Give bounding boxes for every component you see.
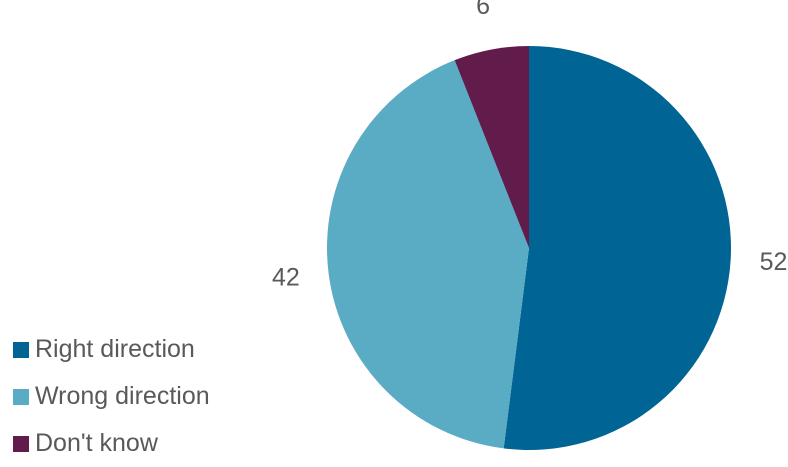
legend-item-dont-know: Don't know (13, 420, 210, 467)
data-labels: 52 42 6 (272, 0, 787, 291)
legend-item-right-direction: Right direction (13, 326, 210, 373)
legend-label-wrong-direction: Wrong direction (35, 382, 210, 410)
legend-label-right-direction: Right direction (35, 335, 195, 363)
legend-item-wrong-direction: Wrong direction (13, 373, 210, 420)
legend-label-dont-know: Don't know (35, 429, 158, 457)
legend-swatch-right-direction (13, 341, 29, 358)
pie-slice-wrong-direction (326, 60, 529, 449)
data-label-dont-know: 6 (476, 0, 490, 20)
data-label-wrong-direction: 42 (272, 263, 300, 291)
legend-swatch-wrong-direction (13, 388, 29, 405)
pie-slice-right-direction (503, 46, 731, 450)
pie-slice-dont-know (454, 46, 529, 248)
pie-slices (326, 46, 731, 450)
legend-swatch-dont-know (13, 435, 29, 452)
legend: Right direction Wrong direction Don't kn… (13, 326, 210, 467)
data-label-right-direction: 52 (760, 248, 788, 276)
